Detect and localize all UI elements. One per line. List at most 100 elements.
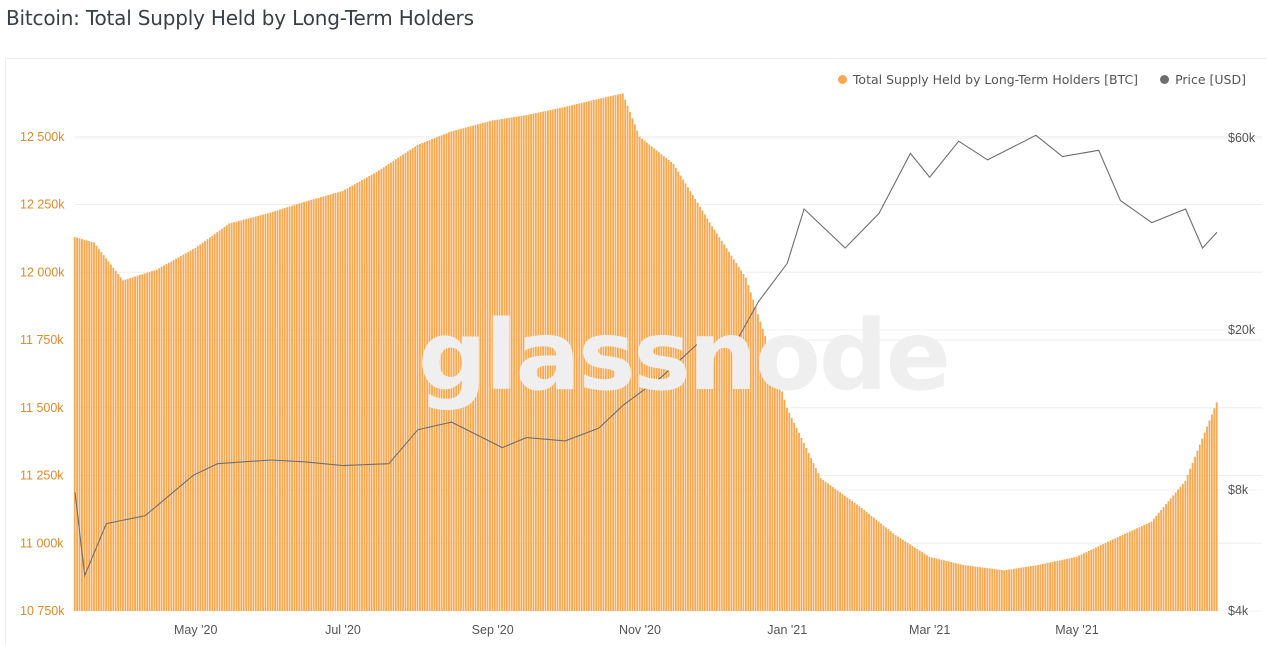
supply-bar (1061, 559, 1064, 611)
supply-bar (341, 190, 344, 611)
supply-bar (423, 142, 426, 611)
supply-bar (1150, 521, 1153, 611)
supply-bar (271, 211, 274, 611)
supply-bar (136, 275, 139, 611)
supply-bar (508, 117, 511, 611)
supply-bar (382, 167, 385, 612)
supply-bar (918, 550, 921, 611)
supply-bar (358, 181, 361, 612)
supply-bar (1196, 450, 1199, 611)
legend-item-supply[interactable]: Total Supply Held by Long-Term Holders [… (837, 72, 1138, 87)
supply-bar (218, 230, 221, 612)
supply-bar (283, 208, 286, 612)
supply-bar (324, 195, 327, 612)
supply-bar (1027, 566, 1030, 611)
supply-bar (870, 515, 873, 611)
supply-bar (175, 258, 178, 611)
supply-bar (723, 244, 726, 611)
supply-bar (631, 118, 634, 612)
supply-bar (1083, 553, 1085, 611)
supply-bar (460, 128, 462, 611)
supply-bar (455, 130, 458, 612)
supply-bar (836, 490, 839, 611)
supply-bar (170, 261, 173, 611)
supply-bar (660, 154, 663, 611)
supply-bar (662, 156, 665, 611)
legend-item-price[interactable]: Price [USD] (1160, 72, 1246, 87)
supply-bar (397, 157, 400, 612)
supply-bar (600, 98, 602, 611)
y-left-tick-label: 11 500k (20, 401, 64, 415)
supply-bar (534, 113, 537, 611)
supply-bar (1169, 498, 1172, 611)
y-left-tick-label: 11 250k (20, 469, 64, 483)
supply-bar (1022, 567, 1025, 611)
supply-bar (129, 278, 132, 611)
supply-bar (242, 219, 245, 611)
supply-bar (875, 519, 878, 611)
supply-bar (812, 463, 815, 611)
supply-bar (1039, 564, 1042, 611)
supply-bar (1092, 548, 1095, 611)
supply-bar (1051, 561, 1054, 611)
supply-bar (416, 144, 419, 611)
supply-bar (85, 240, 88, 611)
supply-bar (117, 274, 120, 611)
supply-bar (182, 254, 185, 611)
supply-bar (684, 183, 687, 611)
supply-bar (730, 255, 733, 612)
supply-bar (913, 547, 916, 611)
supply-bar (602, 97, 605, 612)
supply-bar (641, 138, 643, 611)
supply-bar (824, 481, 827, 611)
supply-bar (942, 560, 945, 611)
supply-bar (462, 128, 465, 611)
supply-bar (252, 217, 255, 611)
x-tick-label: Mar '21 (909, 623, 950, 637)
y-left-tick-label: 12 250k (20, 198, 65, 212)
y-right-tick-label: $8k (1228, 483, 1249, 497)
supply-bar (880, 523, 883, 611)
supply-bar (872, 517, 875, 611)
supply-bar (194, 247, 197, 611)
supply-bar (1097, 546, 1100, 611)
supply-bar (131, 277, 134, 611)
supply-bar (810, 458, 812, 611)
supply-bar (754, 306, 757, 611)
supply-bar (134, 276, 136, 611)
supply-bar (472, 125, 474, 611)
supply-bar (969, 565, 972, 611)
supply-bar (484, 122, 487, 611)
supply-bar (1049, 562, 1052, 611)
supply-bar (996, 569, 998, 611)
x-tick-label: Nov '20 (619, 623, 661, 637)
y-left-tick-label: 12 000k (20, 265, 65, 279)
supply-bar (993, 569, 996, 611)
supply-bar (406, 151, 409, 611)
supply-bar (626, 105, 629, 611)
supply-bar (153, 270, 156, 611)
supply-bar (696, 202, 699, 612)
supply-bar (1104, 542, 1107, 611)
supply-bar (503, 118, 506, 612)
supply-bar (609, 96, 612, 612)
supply-bar (757, 314, 759, 611)
supply-bar (991, 568, 994, 611)
supply-bar (578, 103, 581, 611)
supply-bar (266, 213, 269, 611)
y-right-tick-label: $4k (1228, 604, 1249, 618)
supply-bar (817, 473, 820, 611)
x-tick-label: May '21 (1055, 623, 1098, 637)
supply-bar (1073, 557, 1076, 611)
supply-bar (448, 132, 450, 611)
supply-bar (474, 124, 477, 611)
y-left-tick-label: 12 500k (20, 130, 65, 144)
supply-bar (926, 555, 928, 611)
supply-bar (732, 259, 735, 611)
supply-bar (764, 336, 767, 611)
supply-bar (334, 193, 337, 611)
supply-bar (1157, 512, 1160, 611)
supply-bar (1203, 432, 1206, 611)
supply-bar (361, 180, 363, 612)
supply-bar (259, 215, 262, 611)
